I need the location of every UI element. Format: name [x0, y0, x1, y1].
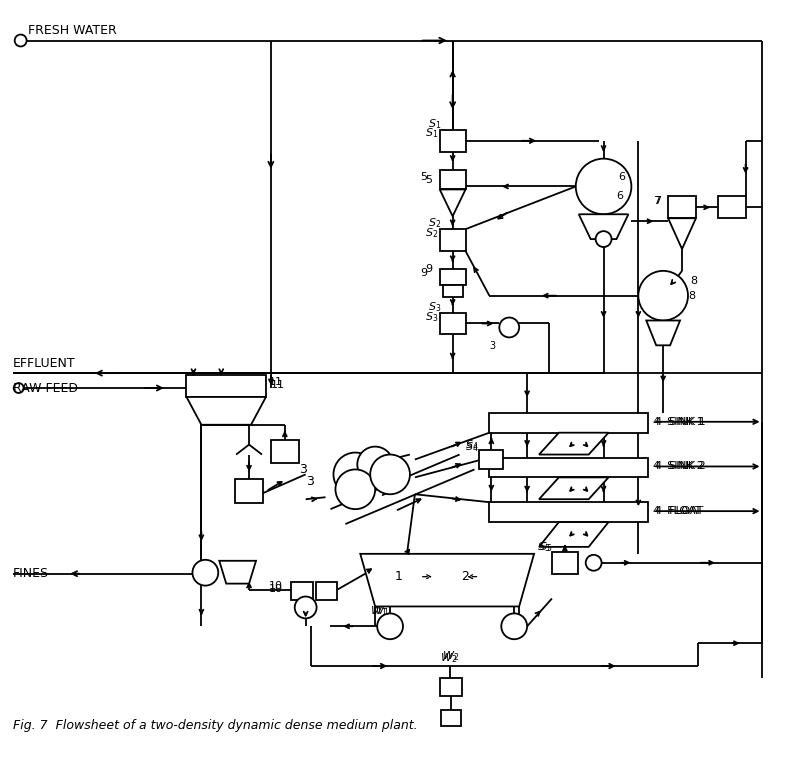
Text: 8: 8 — [690, 276, 697, 286]
Text: 7: 7 — [654, 196, 660, 206]
Bar — [235, 480, 263, 503]
Text: $W_2$: $W_2$ — [440, 651, 457, 665]
Text: 11: 11 — [269, 377, 283, 387]
Text: 1: 1 — [395, 570, 403, 583]
Bar — [718, 196, 746, 218]
Bar — [441, 710, 461, 726]
Text: 4  SINK 1: 4 SINK 1 — [654, 417, 704, 426]
Circle shape — [638, 271, 688, 320]
Polygon shape — [646, 320, 680, 345]
Text: 4  SINK 2: 4 SINK 2 — [655, 462, 706, 472]
Circle shape — [294, 597, 317, 619]
Bar — [479, 450, 503, 469]
Text: $W_1$: $W_1$ — [370, 604, 387, 619]
Bar — [440, 169, 466, 190]
Text: 2: 2 — [462, 570, 470, 583]
Text: $S_4$: $S_4$ — [465, 437, 478, 451]
Text: $S_1$: $S_1$ — [428, 117, 441, 130]
Polygon shape — [539, 433, 609, 455]
Text: $S_4$: $S_4$ — [465, 440, 478, 455]
Bar — [440, 312, 466, 334]
Circle shape — [193, 560, 218, 586]
Text: 5: 5 — [425, 174, 432, 184]
Polygon shape — [440, 190, 466, 216]
Circle shape — [576, 159, 631, 214]
Text: FRESH WATER: FRESH WATER — [28, 24, 116, 37]
Text: 4  FLOAT: 4 FLOAT — [654, 506, 702, 516]
Circle shape — [502, 613, 527, 639]
Polygon shape — [360, 554, 534, 607]
Polygon shape — [578, 214, 629, 239]
Bar — [440, 678, 462, 696]
Polygon shape — [186, 397, 266, 425]
Bar — [186, 375, 266, 397]
Bar — [440, 269, 466, 285]
Text: 6: 6 — [617, 191, 623, 201]
Circle shape — [499, 318, 519, 337]
Bar — [315, 582, 338, 600]
Text: 6: 6 — [618, 172, 626, 181]
Bar — [552, 552, 578, 574]
Text: $S_2$: $S_2$ — [425, 226, 438, 240]
Text: $S_2$: $S_2$ — [428, 216, 441, 230]
Text: 7: 7 — [654, 196, 662, 206]
Bar — [440, 229, 466, 251]
Bar — [442, 285, 462, 297]
Text: 4  SINK 1: 4 SINK 1 — [655, 417, 706, 426]
Text: FINES: FINES — [13, 567, 49, 580]
Polygon shape — [668, 218, 696, 249]
Polygon shape — [539, 477, 609, 499]
Bar — [440, 130, 466, 152]
Circle shape — [335, 469, 375, 509]
Text: $S_5$: $S_5$ — [539, 540, 552, 554]
Bar — [490, 502, 648, 522]
Bar — [271, 440, 298, 463]
Polygon shape — [219, 561, 256, 583]
Text: 3: 3 — [306, 475, 314, 488]
Text: 8: 8 — [688, 291, 695, 301]
Circle shape — [596, 231, 611, 247]
Text: 10: 10 — [269, 583, 283, 594]
Circle shape — [14, 34, 26, 46]
Text: $W_2$: $W_2$ — [442, 649, 459, 663]
Text: $S_1$: $S_1$ — [425, 126, 438, 140]
Text: 3: 3 — [298, 463, 306, 476]
Text: 5: 5 — [420, 172, 427, 181]
Bar — [668, 196, 696, 218]
Text: 3: 3 — [490, 341, 495, 351]
Text: $S_3$: $S_3$ — [425, 311, 438, 324]
Text: 4  FLOAT: 4 FLOAT — [655, 506, 703, 516]
Circle shape — [358, 447, 393, 483]
Circle shape — [370, 455, 410, 494]
Text: Fig. 7  Flowsheet of a two-density dynamic dense medium plant.: Fig. 7 Flowsheet of a two-density dynami… — [13, 719, 418, 732]
Bar — [490, 413, 648, 433]
Bar — [290, 582, 313, 600]
Text: 11: 11 — [271, 380, 285, 390]
Text: 4  SINK 2: 4 SINK 2 — [654, 462, 704, 472]
Bar — [490, 458, 648, 477]
Polygon shape — [539, 522, 609, 547]
Text: 10: 10 — [269, 580, 283, 590]
Text: $S_5$: $S_5$ — [537, 540, 550, 554]
Text: EFFLUENT: EFFLUENT — [13, 357, 75, 369]
Circle shape — [14, 383, 24, 393]
Text: $S_3$: $S_3$ — [428, 300, 441, 313]
Circle shape — [334, 452, 377, 496]
Circle shape — [586, 555, 602, 571]
Text: RAW FEED: RAW FEED — [13, 381, 78, 394]
Circle shape — [377, 613, 403, 639]
Text: 9: 9 — [425, 264, 432, 274]
Text: $W_1$: $W_1$ — [372, 604, 390, 619]
Text: 9: 9 — [420, 268, 427, 278]
